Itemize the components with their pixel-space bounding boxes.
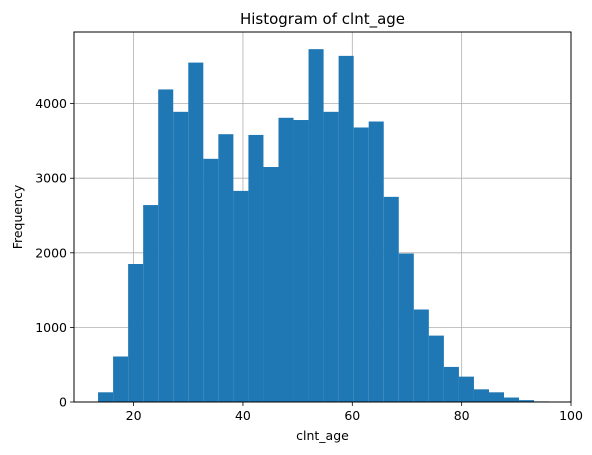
- y-tick-label: 0: [59, 395, 67, 410]
- histogram-bar: [248, 134, 264, 402]
- y-tick-label: 4000: [35, 96, 67, 111]
- x-axis-ticks: 20 40 60 80 100: [126, 402, 583, 423]
- histogram-bar: [143, 205, 159, 402]
- x-tick-label: 40: [235, 408, 251, 423]
- histogram-bar: [218, 134, 234, 403]
- histogram-bar: [519, 400, 535, 402]
- histogram-bar: [293, 120, 309, 402]
- histogram-bar: [308, 49, 324, 402]
- histogram-bar: [398, 253, 414, 402]
- y-tick-label: 2000: [35, 245, 67, 260]
- histogram-bar: [158, 89, 174, 402]
- plot-frame: [73, 31, 572, 403]
- histogram-bar: [413, 309, 429, 402]
- histogram-bars: [98, 49, 550, 403]
- x-tick-label: 20: [126, 408, 142, 423]
- y-axis-label: Frequency: [10, 184, 25, 249]
- histogram-bar: [233, 190, 249, 402]
- histogram-bar: [458, 376, 474, 402]
- histogram-bar: [203, 158, 219, 402]
- histogram-bar: [323, 111, 339, 403]
- histogram-bar: [263, 167, 279, 402]
- histogram-bar: [338, 55, 354, 402]
- histogram-bar: [173, 111, 189, 403]
- x-tick-label: 80: [454, 408, 470, 423]
- histogram-bar: [353, 127, 369, 402]
- histogram-bar: [504, 397, 520, 402]
- histogram-bar: [188, 62, 204, 402]
- histogram-bar: [488, 392, 505, 402]
- histogram-bar: [113, 356, 129, 402]
- histogram-bar: [473, 389, 489, 402]
- histogram-bar: [98, 392, 114, 402]
- histogram-bar: [383, 196, 399, 402]
- histogram-bar: [278, 117, 294, 403]
- x-tick-label: 100: [559, 408, 583, 423]
- histogram-bar: [443, 366, 459, 402]
- histogram-bar: [428, 335, 444, 402]
- x-tick-label: 60: [344, 408, 360, 423]
- x-axis-label: clnt_age: [296, 428, 349, 443]
- y-tick-label: 3000: [35, 171, 67, 186]
- histogram-bar: [368, 121, 384, 403]
- y-axis-ticks: 0 1000 2000 3000 4000: [35, 96, 74, 410]
- histogram-bar: [128, 263, 144, 402]
- chart-title: Histogram of clnt_age: [240, 10, 405, 29]
- y-tick-label: 1000: [35, 320, 67, 335]
